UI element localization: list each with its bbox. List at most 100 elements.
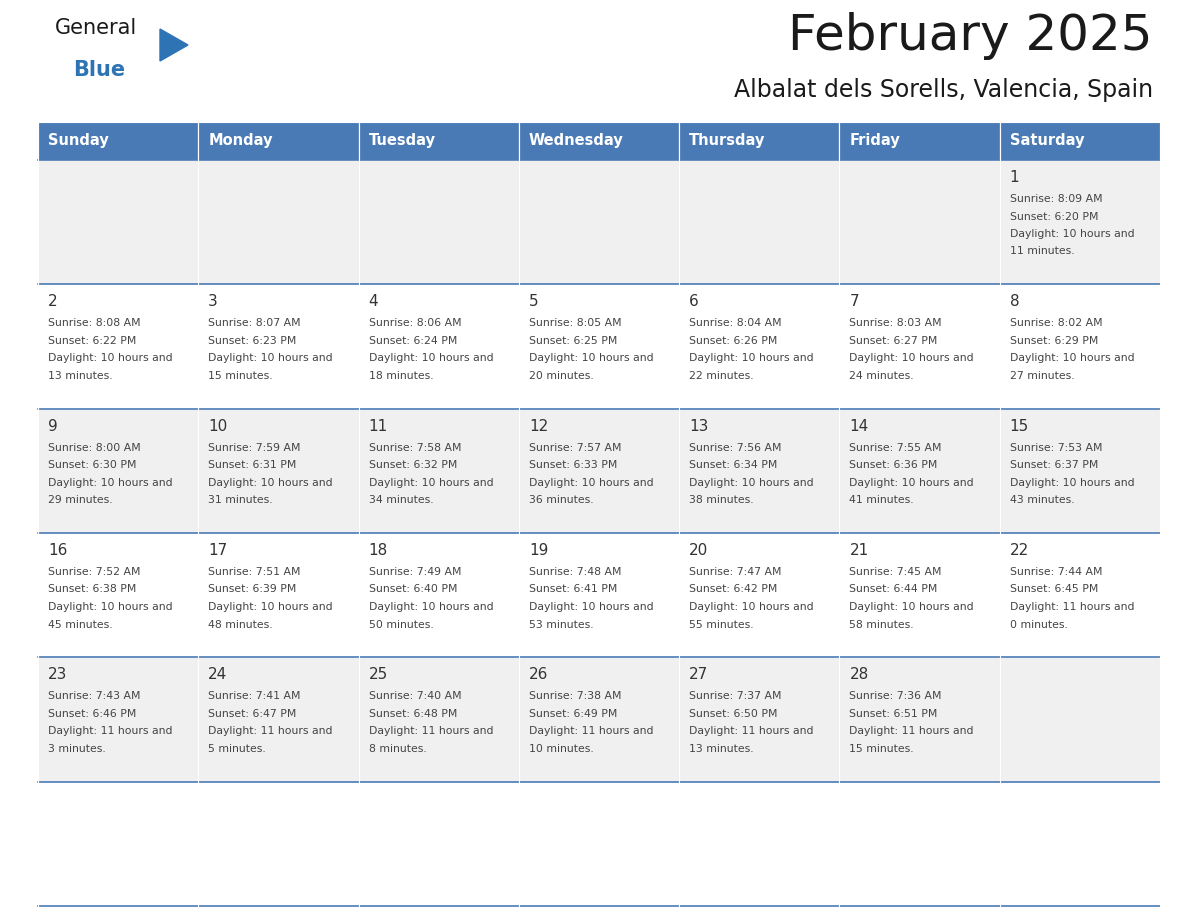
Text: Sunset: 6:49 PM: Sunset: 6:49 PM xyxy=(529,709,618,719)
Text: Sunset: 6:25 PM: Sunset: 6:25 PM xyxy=(529,336,618,346)
Text: 41 minutes.: 41 minutes. xyxy=(849,495,914,505)
Text: Daylight: 11 hours and: Daylight: 11 hours and xyxy=(1010,602,1135,612)
Text: Sunrise: 8:07 AM: Sunrise: 8:07 AM xyxy=(208,319,301,329)
Text: General: General xyxy=(55,18,138,38)
Bar xyxy=(680,533,840,657)
Text: Sunset: 6:32 PM: Sunset: 6:32 PM xyxy=(368,460,457,470)
Text: Daylight: 10 hours and: Daylight: 10 hours and xyxy=(689,353,814,364)
Text: 3 minutes.: 3 minutes. xyxy=(48,744,106,754)
Text: Blue: Blue xyxy=(72,60,125,80)
Text: 16: 16 xyxy=(48,543,68,558)
Text: 21: 21 xyxy=(849,543,868,558)
Text: Sunset: 6:41 PM: Sunset: 6:41 PM xyxy=(529,585,618,595)
Text: Sunrise: 8:03 AM: Sunrise: 8:03 AM xyxy=(849,319,942,329)
Text: Sunset: 6:26 PM: Sunset: 6:26 PM xyxy=(689,336,777,346)
Bar xyxy=(680,409,840,533)
Bar xyxy=(680,657,840,781)
Bar xyxy=(198,781,359,906)
Text: 13 minutes.: 13 minutes. xyxy=(48,371,113,381)
Text: 4: 4 xyxy=(368,295,378,309)
Text: 12: 12 xyxy=(529,419,548,433)
Text: Sunset: 6:20 PM: Sunset: 6:20 PM xyxy=(1010,211,1098,221)
Text: 8 minutes.: 8 minutes. xyxy=(368,744,426,754)
Text: Tuesday: Tuesday xyxy=(368,133,436,149)
Text: Sunset: 6:46 PM: Sunset: 6:46 PM xyxy=(48,709,137,719)
Text: 15 minutes.: 15 minutes. xyxy=(849,744,914,754)
Text: 15 minutes.: 15 minutes. xyxy=(208,371,273,381)
Bar xyxy=(38,122,198,160)
Text: Daylight: 10 hours and: Daylight: 10 hours and xyxy=(48,353,172,364)
Text: Monday: Monday xyxy=(208,133,273,149)
Bar xyxy=(519,657,680,781)
Text: 24 minutes.: 24 minutes. xyxy=(849,371,914,381)
Bar xyxy=(840,533,1000,657)
Text: 50 minutes.: 50 minutes. xyxy=(368,620,434,630)
Text: Sunset: 6:44 PM: Sunset: 6:44 PM xyxy=(849,585,937,595)
Bar xyxy=(359,533,519,657)
Bar xyxy=(519,122,680,160)
Text: 11: 11 xyxy=(368,419,387,433)
Text: Daylight: 10 hours and: Daylight: 10 hours and xyxy=(849,477,974,487)
Text: 22: 22 xyxy=(1010,543,1029,558)
Text: Sunrise: 8:00 AM: Sunrise: 8:00 AM xyxy=(48,442,140,453)
Text: Sunset: 6:50 PM: Sunset: 6:50 PM xyxy=(689,709,778,719)
Text: Sunrise: 8:05 AM: Sunrise: 8:05 AM xyxy=(529,319,621,329)
Bar xyxy=(1000,657,1159,781)
Text: 19: 19 xyxy=(529,543,548,558)
Text: 6: 6 xyxy=(689,295,699,309)
Bar xyxy=(680,160,840,285)
Text: Daylight: 11 hours and: Daylight: 11 hours and xyxy=(529,726,653,736)
Bar xyxy=(38,409,198,533)
Text: 23: 23 xyxy=(48,667,68,682)
Text: Sunrise: 7:44 AM: Sunrise: 7:44 AM xyxy=(1010,567,1102,577)
Text: 22 minutes.: 22 minutes. xyxy=(689,371,753,381)
Text: 29 minutes.: 29 minutes. xyxy=(48,495,113,505)
Text: Daylight: 10 hours and: Daylight: 10 hours and xyxy=(368,477,493,487)
Text: Albalat dels Sorells, Valencia, Spain: Albalat dels Sorells, Valencia, Spain xyxy=(734,78,1154,102)
Text: Sunset: 6:24 PM: Sunset: 6:24 PM xyxy=(368,336,457,346)
Text: 20: 20 xyxy=(689,543,708,558)
Text: Sunrise: 7:48 AM: Sunrise: 7:48 AM xyxy=(529,567,621,577)
Bar xyxy=(840,409,1000,533)
Text: 43 minutes.: 43 minutes. xyxy=(1010,495,1074,505)
Bar xyxy=(38,285,198,409)
Bar xyxy=(38,160,198,285)
Text: Sunset: 6:40 PM: Sunset: 6:40 PM xyxy=(368,585,457,595)
Text: 36 minutes.: 36 minutes. xyxy=(529,495,594,505)
Bar xyxy=(359,122,519,160)
Text: Sunset: 6:37 PM: Sunset: 6:37 PM xyxy=(1010,460,1098,470)
Text: 10 minutes.: 10 minutes. xyxy=(529,744,594,754)
Text: 26: 26 xyxy=(529,667,548,682)
Text: Daylight: 10 hours and: Daylight: 10 hours and xyxy=(849,602,974,612)
Text: Daylight: 10 hours and: Daylight: 10 hours and xyxy=(1010,229,1135,239)
Text: Daylight: 11 hours and: Daylight: 11 hours and xyxy=(208,726,333,736)
Text: Sunrise: 8:09 AM: Sunrise: 8:09 AM xyxy=(1010,194,1102,204)
Text: Sunset: 6:34 PM: Sunset: 6:34 PM xyxy=(689,460,777,470)
Text: Sunset: 6:23 PM: Sunset: 6:23 PM xyxy=(208,336,297,346)
Bar xyxy=(198,160,359,285)
Text: Sunrise: 7:52 AM: Sunrise: 7:52 AM xyxy=(48,567,140,577)
Bar xyxy=(359,285,519,409)
Text: 55 minutes.: 55 minutes. xyxy=(689,620,753,630)
Text: Daylight: 10 hours and: Daylight: 10 hours and xyxy=(48,602,172,612)
Text: Sunrise: 7:51 AM: Sunrise: 7:51 AM xyxy=(208,567,301,577)
Text: Daylight: 10 hours and: Daylight: 10 hours and xyxy=(1010,353,1135,364)
Text: 34 minutes.: 34 minutes. xyxy=(368,495,434,505)
Text: Sunrise: 8:06 AM: Sunrise: 8:06 AM xyxy=(368,319,461,329)
Text: Sunrise: 7:59 AM: Sunrise: 7:59 AM xyxy=(208,442,301,453)
Bar xyxy=(680,285,840,409)
Text: 45 minutes.: 45 minutes. xyxy=(48,620,113,630)
Bar xyxy=(198,533,359,657)
Text: Sunset: 6:39 PM: Sunset: 6:39 PM xyxy=(208,585,297,595)
Bar xyxy=(38,781,198,906)
Text: Sunrise: 7:55 AM: Sunrise: 7:55 AM xyxy=(849,442,942,453)
Text: Sunset: 6:30 PM: Sunset: 6:30 PM xyxy=(48,460,137,470)
Text: 0 minutes.: 0 minutes. xyxy=(1010,620,1068,630)
Bar xyxy=(359,160,519,285)
Text: 17: 17 xyxy=(208,543,228,558)
Bar xyxy=(1000,409,1159,533)
Text: Sunset: 6:42 PM: Sunset: 6:42 PM xyxy=(689,585,777,595)
Text: Sunset: 6:51 PM: Sunset: 6:51 PM xyxy=(849,709,937,719)
Text: Sunrise: 7:40 AM: Sunrise: 7:40 AM xyxy=(368,691,461,701)
Text: Saturday: Saturday xyxy=(1010,133,1085,149)
